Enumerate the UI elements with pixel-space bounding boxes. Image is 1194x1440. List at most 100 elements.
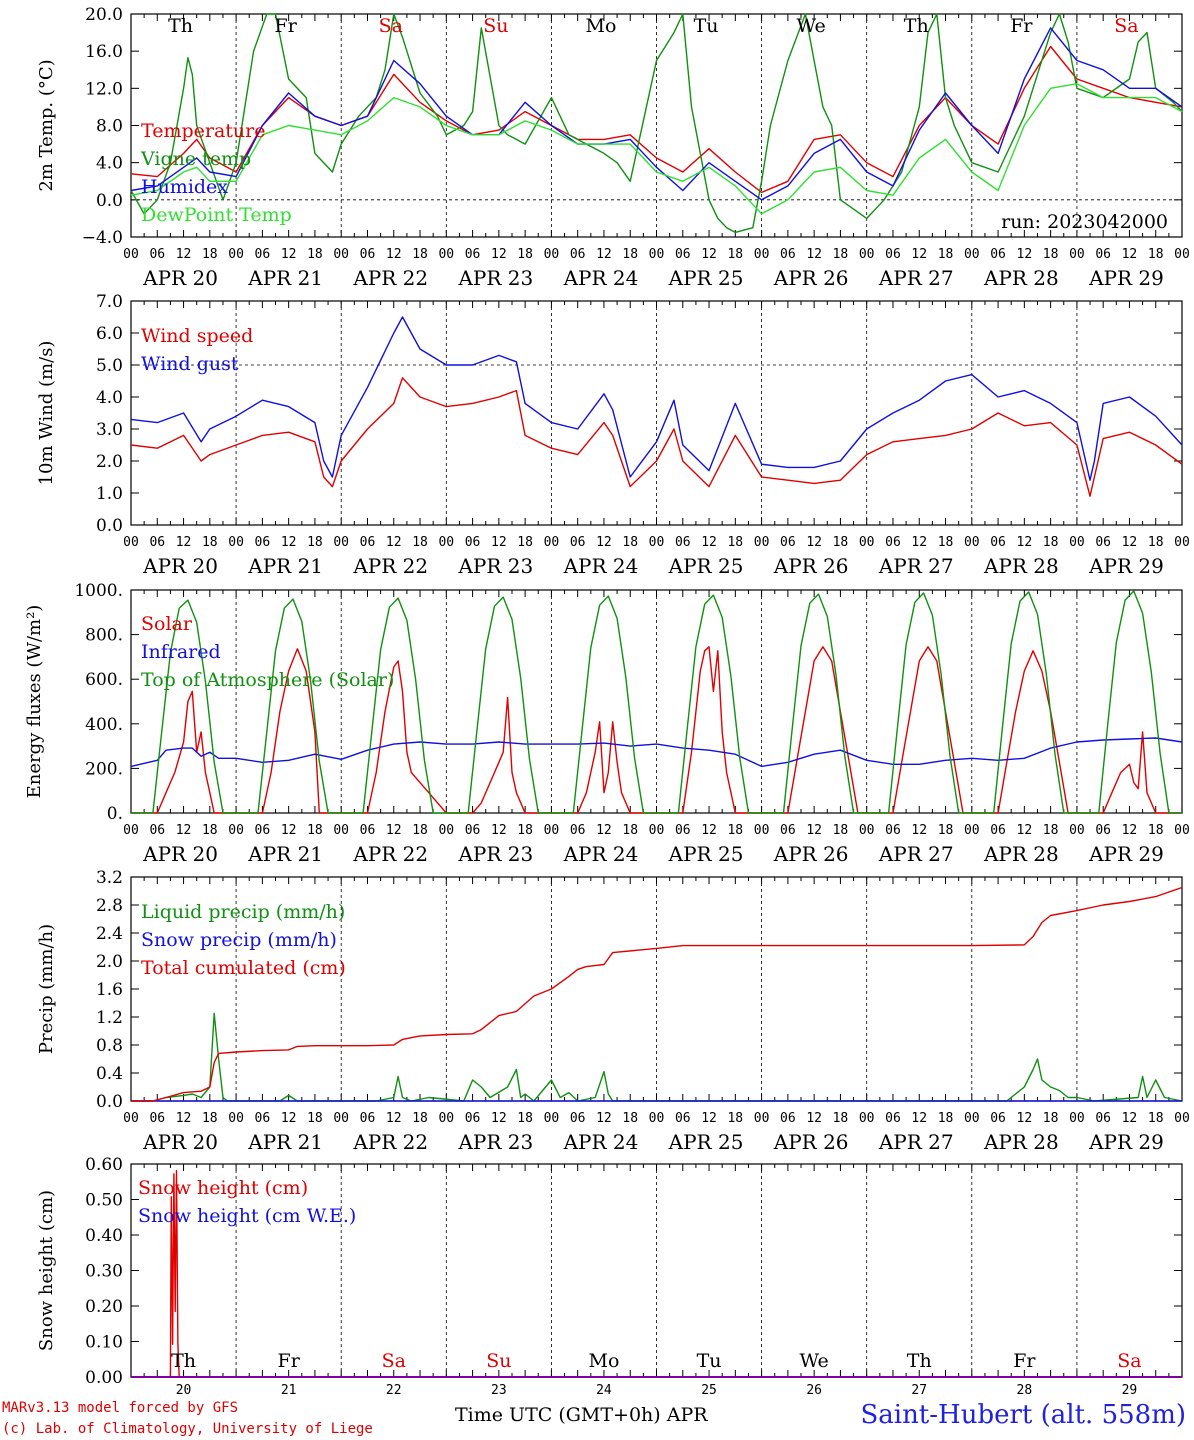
hour-tick-label: 06 xyxy=(675,247,691,262)
date-label: APR 23 xyxy=(457,1130,533,1154)
hour-tick-label: 12 xyxy=(281,823,297,838)
hour-tick-label: 00 xyxy=(333,535,349,550)
y-tick-label: 200. xyxy=(85,759,123,779)
y-tick-label: 2.4 xyxy=(96,924,123,944)
hour-tick-label: 12 xyxy=(806,247,822,262)
weekday-label: Tu xyxy=(694,15,719,37)
y-tick-label: 0.0 xyxy=(96,516,123,536)
date-label: APR 25 xyxy=(668,1130,744,1154)
hour-tick-label: 00 xyxy=(754,247,770,262)
y-tick-label: 0.30 xyxy=(85,1262,123,1282)
hour-tick-label: 00 xyxy=(544,535,560,550)
weekday-label: Fr xyxy=(278,1350,301,1372)
hour-tick-label: 18 xyxy=(517,247,533,262)
series-line-top-of-atmosphere-solar- xyxy=(131,590,1182,814)
y-axis-title: 10m Wind (m/s) xyxy=(36,341,57,486)
y-tick-label: 0.8 xyxy=(96,1036,123,1056)
hour-tick-label: 12 xyxy=(596,823,612,838)
hour-tick-label: 06 xyxy=(360,535,376,550)
hour-tick-label: 00 xyxy=(754,1111,770,1126)
date-label: APR 27 xyxy=(878,266,954,290)
hour-tick-label: 00 xyxy=(964,823,980,838)
date-label: APR 24 xyxy=(563,842,639,866)
y-tick-label: 0.00 xyxy=(85,1368,123,1388)
hour-tick-label: 12 xyxy=(491,823,507,838)
legend-entry: Top of Atmosphere (Solar) xyxy=(141,669,394,691)
hour-tick-label: 18 xyxy=(517,823,533,838)
date-label: APR 23 xyxy=(457,554,533,578)
hour-tick-label: 00 xyxy=(754,823,770,838)
hour-tick-label: 06 xyxy=(465,247,481,262)
date-label: APR 29 xyxy=(1088,1130,1164,1154)
hour-tick-label: 00 xyxy=(333,1111,349,1126)
day-number-label: 20 xyxy=(176,1383,192,1398)
hour-tick-label: 12 xyxy=(1017,247,1033,262)
hour-tick-label: 18 xyxy=(938,535,954,550)
hour-tick-label: 18 xyxy=(517,1111,533,1126)
y-tick-label: 0.4 xyxy=(96,1064,123,1084)
hour-tick-label: 18 xyxy=(622,823,638,838)
hour-tick-label: 18 xyxy=(727,247,743,262)
hour-tick-label: 06 xyxy=(780,535,796,550)
time-axis-title: Time UTC (GMT+0h) APR xyxy=(455,1404,708,1426)
date-label: APR 28 xyxy=(983,1130,1059,1154)
weekday-label: We xyxy=(797,15,826,37)
run-annotation: run: 2023042000 xyxy=(1001,211,1168,233)
hour-tick-label: 00 xyxy=(649,247,665,262)
hour-tick-label: 00 xyxy=(228,247,244,262)
series-line-liquid-precip-mm-h- xyxy=(131,1012,1183,1102)
y-axis-title: Precip (mm/h) xyxy=(36,924,57,1054)
hour-tick-label: 00 xyxy=(1069,823,1085,838)
hour-tick-label: 00 xyxy=(964,535,980,550)
hour-tick-label: 18 xyxy=(307,535,323,550)
y-tick-label: 600. xyxy=(85,670,123,690)
y-tick-label: 5.0 xyxy=(96,356,123,376)
hour-tick-label: 18 xyxy=(412,823,428,838)
hour-tick-label: 12 xyxy=(386,247,402,262)
y-tick-label: 2.0 xyxy=(96,952,123,972)
hour-tick-label: 00 xyxy=(754,535,770,550)
legend-entry: DewPoint Temp xyxy=(141,204,292,226)
hour-tick-label: 00 xyxy=(123,535,139,550)
hour-tick-label: 18 xyxy=(622,247,638,262)
hour-tick-label: 00 xyxy=(859,1111,875,1126)
hour-tick-label: 00 xyxy=(649,1111,665,1126)
day-number-label: 22 xyxy=(386,1383,402,1398)
legend-entry: Total cumulated (cm) xyxy=(141,957,346,979)
hour-tick-label: 06 xyxy=(675,535,691,550)
hour-tick-label: 06 xyxy=(570,823,586,838)
station-label: Saint-Hubert (alt. 558m) xyxy=(860,1400,1186,1430)
hour-tick-label: 18 xyxy=(1043,247,1059,262)
y-tick-label: 0.50 xyxy=(85,1191,123,1211)
hour-tick-label: 06 xyxy=(255,535,271,550)
hour-tick-label: 18 xyxy=(1148,535,1164,550)
y-tick-label: 0.20 xyxy=(85,1297,123,1317)
date-label: APR 27 xyxy=(878,842,954,866)
hour-tick-label: 18 xyxy=(412,535,428,550)
date-label: APR 23 xyxy=(457,842,533,866)
hour-tick-label: 12 xyxy=(806,823,822,838)
hour-tick-label: 06 xyxy=(570,535,586,550)
weekday-label: Su xyxy=(483,15,508,37)
hour-tick-label: 00 xyxy=(964,247,980,262)
y-tick-label: 400. xyxy=(85,715,123,735)
hour-tick-label: 06 xyxy=(1095,1111,1111,1126)
hour-tick-label: 06 xyxy=(1095,823,1111,838)
date-label: APR 27 xyxy=(878,554,954,578)
series-line-temperature xyxy=(130,45,1183,194)
date-label: APR 22 xyxy=(352,842,428,866)
hour-tick-label: 12 xyxy=(281,535,297,550)
y-tick-label: 0.0 xyxy=(96,1092,123,1112)
hour-tick-label: 12 xyxy=(1122,247,1138,262)
hour-tick-label: 06 xyxy=(149,535,165,550)
date-label: APR 20 xyxy=(142,266,218,290)
series-line-dewpoint-temp xyxy=(130,82,1183,215)
y-tick-label: 1.0 xyxy=(96,484,123,504)
series-line-solar xyxy=(131,646,1182,814)
hour-tick-label: 18 xyxy=(727,1111,743,1126)
weekday-label: Fr xyxy=(1010,15,1033,37)
date-label: APR 24 xyxy=(563,554,639,578)
series-line-wind-gust xyxy=(130,316,1183,481)
hour-tick-label: 06 xyxy=(149,247,165,262)
